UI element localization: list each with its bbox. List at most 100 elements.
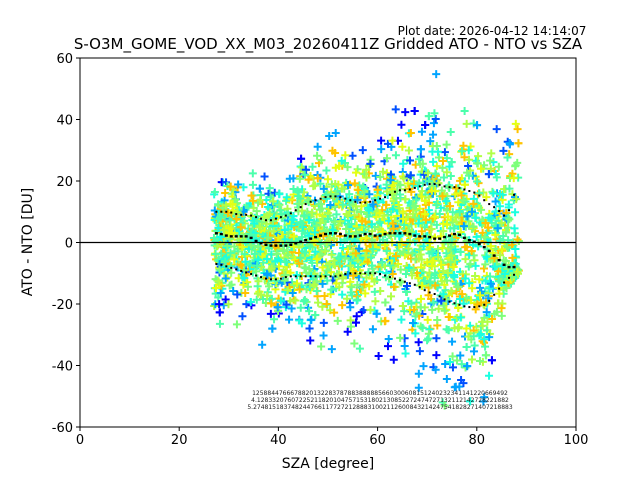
data-point — [258, 340, 267, 349]
data-point — [304, 196, 313, 205]
data-point — [405, 263, 414, 272]
data-point — [395, 277, 404, 286]
data-point — [265, 184, 274, 193]
data-point — [292, 271, 301, 280]
data-point — [360, 280, 369, 289]
data-point — [382, 180, 391, 189]
data-point — [225, 228, 234, 237]
upper-std-marker — [344, 197, 347, 200]
mean-marker — [353, 235, 357, 238]
mean-marker — [452, 232, 456, 236]
data-point — [497, 218, 506, 227]
data-point — [330, 308, 339, 317]
data-point — [362, 246, 371, 255]
data-point — [327, 345, 336, 354]
data-point — [388, 205, 397, 214]
data-point — [342, 194, 351, 203]
data-point — [447, 287, 456, 296]
data-point — [427, 224, 436, 233]
data-point — [353, 195, 362, 204]
data-point — [405, 237, 414, 246]
data-point — [358, 146, 367, 155]
data-point — [386, 176, 395, 185]
data-point — [448, 363, 457, 372]
data-point — [427, 247, 436, 256]
data-point — [289, 184, 298, 193]
lower-std-marker — [423, 289, 426, 292]
data-point — [417, 255, 426, 264]
mean-marker — [393, 232, 397, 235]
data-point — [305, 265, 314, 274]
y-tick-label: 40 — [56, 114, 73, 129]
data-point — [407, 299, 416, 308]
upper-std-marker — [309, 200, 312, 203]
data-point — [456, 351, 465, 360]
data-point — [505, 215, 514, 224]
data-point — [485, 371, 494, 380]
data-point — [273, 303, 282, 312]
data-point — [217, 249, 226, 258]
data-point — [307, 315, 316, 324]
mean-marker — [418, 235, 422, 238]
data-point — [383, 139, 392, 148]
x-tick-label: 100 — [564, 433, 589, 448]
mean-marker — [408, 232, 412, 236]
data-point — [304, 175, 313, 184]
lower-std-marker — [428, 291, 431, 294]
data-point — [215, 308, 224, 317]
lower-std-marker — [260, 276, 263, 279]
data-point — [476, 356, 484, 365]
data-point — [395, 204, 404, 213]
data-point — [423, 169, 432, 178]
data-point — [453, 282, 462, 291]
mean-marker — [467, 238, 471, 242]
mean-marker — [224, 234, 228, 237]
data-point — [453, 356, 462, 365]
mean-marker — [338, 232, 342, 236]
data-point — [459, 379, 468, 388]
data-point — [484, 170, 493, 179]
data-point — [409, 319, 418, 328]
data-point — [476, 291, 485, 300]
data-point — [469, 347, 478, 356]
data-point — [349, 271, 358, 280]
lower-std-marker — [498, 287, 501, 290]
data-point — [370, 287, 379, 296]
lower-std-marker — [324, 275, 327, 278]
data-point — [248, 169, 257, 178]
data-point — [430, 109, 439, 118]
data-point — [482, 193, 491, 202]
data-point — [252, 267, 261, 276]
data-point — [291, 255, 300, 264]
upper-std-marker — [364, 201, 367, 204]
data-point — [238, 312, 247, 321]
data-point — [461, 243, 470, 252]
data-point — [421, 215, 430, 224]
data-point — [228, 200, 237, 209]
lower-std-marker — [314, 275, 317, 278]
data-point — [487, 149, 496, 158]
data-point — [380, 211, 389, 220]
upper-std-marker — [379, 197, 382, 200]
data-point — [385, 274, 394, 283]
data-point — [494, 277, 503, 286]
upper-std-marker — [483, 199, 486, 202]
data-point — [359, 306, 368, 315]
data-point — [268, 217, 277, 226]
data-point — [429, 256, 438, 265]
data-point — [480, 335, 489, 344]
lower-std-marker — [274, 278, 277, 281]
data-point — [420, 276, 429, 285]
mean-marker — [378, 234, 382, 237]
lower-std-marker — [240, 269, 243, 272]
lower-std-marker — [418, 286, 421, 289]
data-point — [497, 311, 506, 320]
mean-marker — [274, 244, 278, 247]
data-point — [317, 156, 326, 165]
data-point — [424, 291, 433, 300]
data-point — [417, 192, 426, 201]
mean-marker — [403, 232, 407, 235]
data-point — [334, 199, 343, 208]
data-point — [494, 299, 503, 308]
data-point — [350, 237, 359, 246]
